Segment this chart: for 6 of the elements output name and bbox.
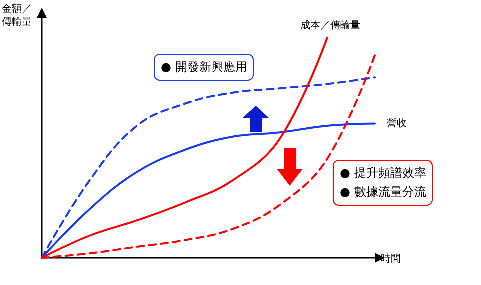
annotation: ● 開發新興應用 — [161, 59, 248, 76]
series-label: 成本／傳輸量 — [300, 20, 360, 32]
series-label: 營收 — [387, 117, 407, 130]
annotation: ● 數據流量分流 — [340, 184, 426, 201]
annotation: ● 提升頻譜效率 — [340, 165, 426, 182]
y-axis-title: 金額／傳輸量 — [2, 3, 33, 29]
